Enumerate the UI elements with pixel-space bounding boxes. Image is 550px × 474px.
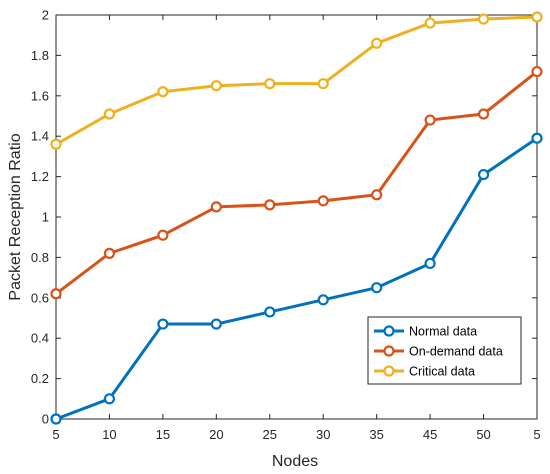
data-point-on-demand-data — [317, 195, 329, 207]
data-point-on-demand-data — [371, 189, 383, 201]
data-point-critical-data — [371, 37, 383, 49]
y-tick-label: 1.4 — [31, 129, 49, 144]
data-point-on-demand-data — [264, 199, 276, 211]
legend-marker-critical-data — [383, 365, 395, 377]
data-point-critical-data — [424, 17, 436, 29]
data-point-on-demand-data — [157, 229, 169, 241]
x-tick-label: 5 — [533, 427, 540, 442]
y-tick-label: 1 — [42, 210, 49, 225]
data-point-critical-data — [103, 108, 116, 120]
legend: Normal data On-demand data Critical data — [367, 316, 522, 385]
data-point-on-demand-data — [50, 288, 62, 300]
series-line-on-demand-data — [55, 70, 538, 295]
series-on-demand-data — [50, 65, 543, 300]
series-layer — [50, 11, 543, 425]
data-point-critical-data — [531, 11, 543, 23]
legend-label-on-demand-data: On-demand data — [409, 345, 503, 359]
y-tick-label: 2 — [42, 8, 49, 23]
data-point-normal-data — [531, 132, 543, 144]
data-point-critical-data — [210, 80, 222, 92]
x-tick-label: 15 — [156, 427, 170, 442]
data-point-critical-data — [317, 78, 329, 90]
y-axis-title: Packet Reception Ratio — [7, 133, 24, 300]
x-tick-label: 5 — [52, 427, 59, 442]
y-tick-label: 1.2 — [31, 169, 49, 184]
y-tick-label: 0.2 — [31, 371, 49, 386]
data-point-on-demand-data — [103, 247, 116, 259]
y-tick-label: 1.6 — [31, 88, 49, 103]
x-tick-label: 45 — [423, 427, 437, 442]
y-tick-label: 0 — [42, 412, 49, 427]
y-tick-label: 1.8 — [31, 48, 49, 63]
x-tick-label: 20 — [209, 427, 223, 442]
legend-marker-normal-data — [383, 325, 395, 337]
x-tick-label: 10 — [102, 427, 116, 442]
data-point-normal-data — [477, 168, 490, 181]
data-point-on-demand-data — [477, 108, 490, 120]
legend-label-critical-data: Critical data — [409, 365, 475, 379]
series-line-critical-data — [55, 15, 538, 146]
data-point-critical-data — [477, 13, 490, 25]
data-point-normal-data — [157, 318, 169, 330]
data-point-critical-data — [157, 86, 169, 98]
x-tick-label: 25 — [263, 427, 277, 442]
series-line-normal-data — [55, 136, 538, 421]
y-tick-label: 0.8 — [31, 250, 49, 265]
data-point-critical-data — [50, 138, 62, 150]
y-tick-label: 0.6 — [31, 290, 49, 305]
data-point-normal-data — [103, 393, 116, 405]
legend-marker-on-demand-data — [383, 345, 395, 357]
y-tick-label: 0.4 — [31, 331, 49, 346]
series-critical-data — [50, 11, 543, 150]
data-point-normal-data — [264, 306, 276, 318]
series-normal-data — [50, 132, 543, 425]
data-point-on-demand-data — [210, 201, 222, 213]
data-point-normal-data — [317, 294, 329, 306]
x-tick-label: 50 — [476, 427, 490, 442]
data-point-on-demand-data — [531, 65, 543, 78]
data-point-normal-data — [424, 257, 436, 270]
data-point-normal-data — [50, 413, 62, 425]
axis-ticks: 00.20.40.60.811.21.41.61.825 10 15 20 25 30 35… — [31, 8, 541, 443]
x-axis-title: Nodes — [272, 453, 318, 470]
data-point-on-demand-data — [424, 114, 436, 126]
data-point-normal-data — [210, 318, 222, 330]
legend-label-normal-data: Normal data — [409, 325, 477, 339]
x-tick-label: 35 — [369, 427, 383, 442]
data-point-critical-data — [264, 78, 276, 90]
data-point-normal-data — [371, 282, 383, 294]
x-tick-label: 30 — [316, 427, 330, 442]
